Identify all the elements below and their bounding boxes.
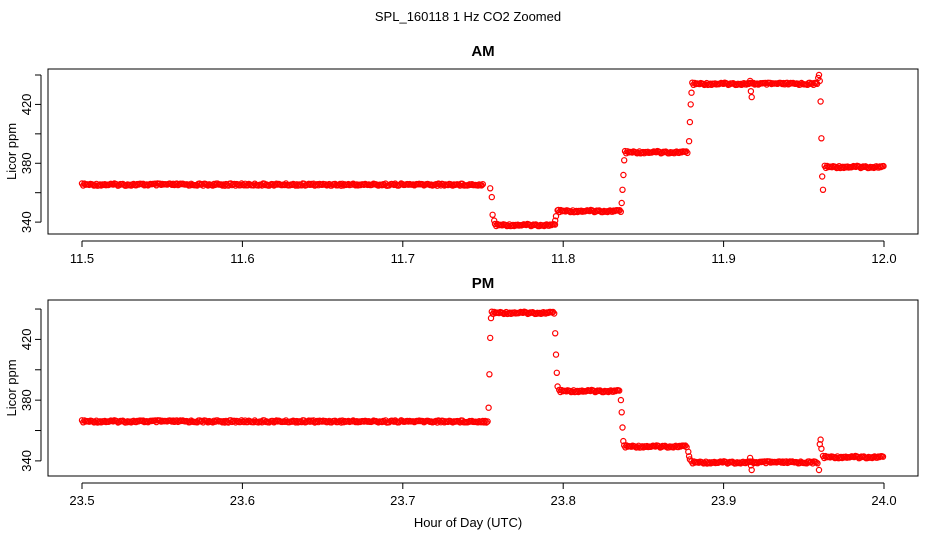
data-point [815,71,823,79]
data-point [819,186,827,193]
x-tick-label: 24.0 [871,493,896,508]
data-point [552,217,559,224]
data-point [616,387,623,394]
data-point [552,351,560,358]
data-point [682,442,689,449]
data-point [816,77,824,85]
data-point [688,89,695,96]
panel-title: AM [471,43,494,60]
data-point [485,404,492,411]
data-point [818,135,825,142]
data-point [746,77,754,85]
data-point [617,208,625,215]
data-point [621,157,628,164]
data-point [479,180,486,188]
data-point [552,330,559,337]
data-point [551,221,559,228]
data-point [489,211,496,218]
x-tick-label: 23.8 [551,493,576,508]
data-point [748,93,755,101]
data-point [748,466,755,474]
data-point [618,199,625,207]
x-tick-label: 23.9 [711,493,736,508]
data-point [879,453,887,460]
data-point [684,149,691,157]
data-point [491,217,498,224]
data-point [478,182,485,189]
panel-pm: PM 23.5 23.6 23.7 23.8 23.9 24.0 340 380 420Licor… [4,275,919,508]
x-tick-label: 11.5 [70,251,94,266]
data-point [685,137,693,145]
data-point [487,334,494,342]
data-point [480,419,488,426]
data-point [683,148,690,155]
x-tick-label: 11.9 [711,251,735,266]
data-point [551,310,558,317]
data-point [484,418,491,425]
figure-xlabel: Hour of Day (UTC) [414,515,522,530]
data-point [817,98,824,105]
panel-title: PM [472,275,495,292]
y-axis-label: Licor ppm [4,359,19,416]
y-tick-label: 340 [19,211,34,233]
data-point [620,171,627,179]
y-tick-label: 340 [19,450,34,472]
points-pm [78,308,887,474]
y-tick-label: 380 [19,152,34,174]
x-tick-label: 11.8 [551,251,575,266]
data-point [554,383,561,390]
data-point [552,212,560,220]
data-point [814,460,821,467]
data-point [815,466,823,474]
data-point [483,419,490,426]
data-point [746,454,754,462]
y-tick-label: 420 [19,94,34,116]
data-point [619,186,626,193]
x-tick-label: 23.7 [390,493,415,508]
points-am [78,71,887,230]
data-point [819,173,826,180]
data-point [818,445,825,452]
figure-title: SPL_160118 1 Hz CO2 Zoomed [375,9,561,24]
data-point [686,118,694,126]
data-point [620,437,627,445]
panel-am: AM 11.5 11.6 11.7 11.8 11.9 12.0 340 380 420Licor… [4,43,919,266]
data-point [687,101,694,108]
data-point [747,87,755,95]
data-point [817,436,824,443]
data-point [618,409,625,416]
x-tick-label: 11.6 [230,251,254,266]
x-tick-label: 23.5 [69,493,94,508]
y-axis-label: Licor ppm [4,123,19,180]
data-point [487,185,494,192]
data-point [617,396,625,404]
x-tick-label: 11.7 [391,251,415,266]
data-point [553,369,561,376]
data-point [685,453,693,460]
plot-frame [47,299,919,477]
data-point [880,162,887,170]
plot-frame [47,68,919,235]
x-tick-label: 23.6 [230,493,255,508]
data-point [549,308,557,316]
y-tick-label: 380 [19,389,34,411]
data-point [619,424,626,431]
x-tick-label: 12.0 [871,251,896,266]
data-point [486,371,493,378]
data-point [813,459,820,466]
data-point [488,193,495,201]
y-tick-label: 420 [19,329,34,351]
